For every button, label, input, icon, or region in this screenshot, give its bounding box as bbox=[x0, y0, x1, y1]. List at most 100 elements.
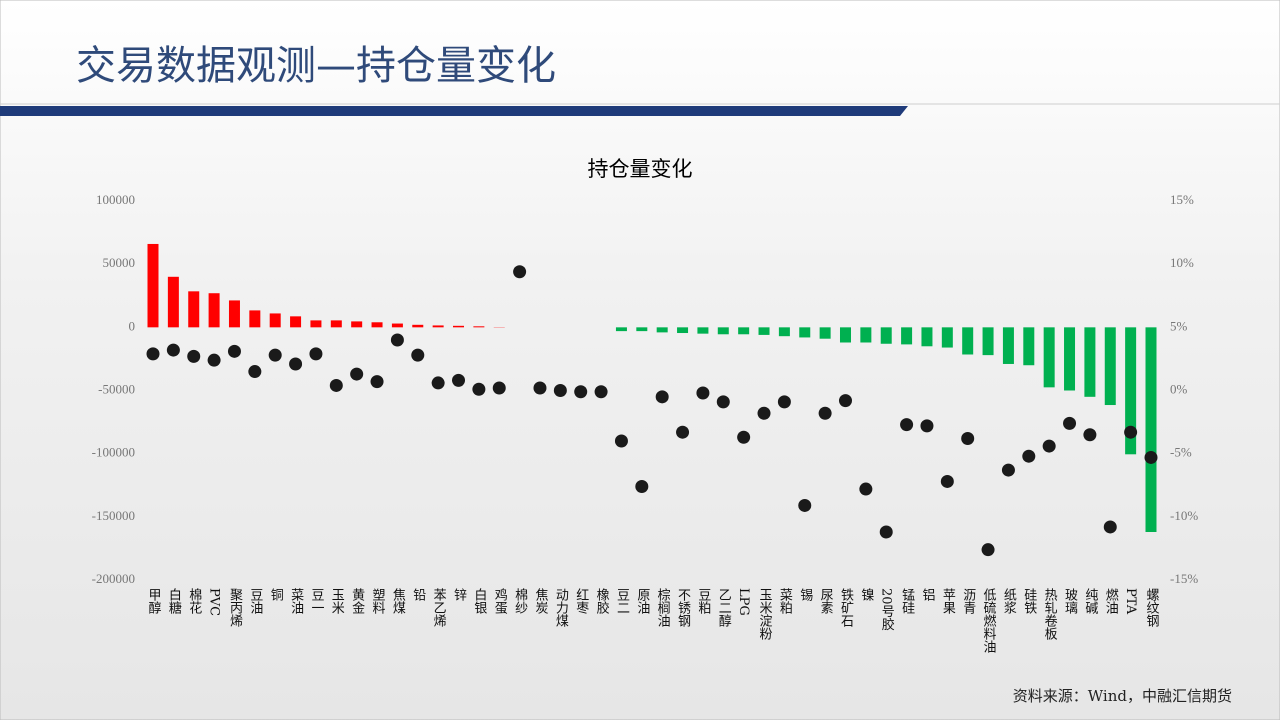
bar bbox=[799, 327, 811, 338]
bar bbox=[371, 322, 383, 328]
bar bbox=[228, 300, 240, 328]
scatter-point bbox=[207, 353, 221, 367]
x-tick-label: 螺纹钢 bbox=[1144, 588, 1160, 628]
x-tick-label: 黄金 bbox=[349, 588, 365, 614]
scatter-point bbox=[716, 395, 730, 409]
scatter-point bbox=[370, 375, 384, 389]
x-tick-label: 玉米 bbox=[329, 588, 345, 614]
bar bbox=[758, 327, 770, 335]
scatter-point bbox=[940, 474, 954, 488]
x-tick-label: LPG bbox=[736, 588, 751, 616]
x-tick-label: 乙二醇 bbox=[716, 588, 732, 627]
scatter-point bbox=[838, 394, 852, 408]
plot-area: 100000 50000 0 -50000 -100000 -150000 -200000 1… bbox=[92, 192, 1199, 653]
scatter-point bbox=[350, 367, 364, 381]
scatter-point bbox=[981, 543, 995, 557]
y2-tick-label: 10% bbox=[1170, 255, 1194, 270]
bar bbox=[697, 327, 709, 334]
scatter-point bbox=[472, 382, 486, 396]
x-tick-label: 豆一 bbox=[308, 588, 324, 614]
x-tick-label: 不锈钢 bbox=[675, 588, 691, 628]
x-tick-label: 铝 bbox=[919, 588, 935, 601]
scatter-point bbox=[1042, 439, 1056, 453]
bar bbox=[677, 327, 689, 334]
y-tick-label: 100000 bbox=[96, 192, 135, 207]
x-tick-label: 锰硅 bbox=[899, 588, 915, 614]
scatter-point bbox=[166, 343, 180, 357]
bar bbox=[351, 321, 363, 328]
scatter-point bbox=[390, 333, 404, 347]
y2-tick-label: -5% bbox=[1170, 445, 1192, 460]
x-tick-label: 玉米淀粉 bbox=[757, 588, 773, 640]
x-tick-label: 橡胶 bbox=[594, 588, 610, 615]
x-tick-label: 低硫燃料油 bbox=[981, 588, 997, 653]
scatter-point bbox=[757, 406, 771, 420]
header-bar bbox=[0, 106, 908, 116]
bar bbox=[1023, 327, 1035, 366]
bar bbox=[1125, 327, 1137, 455]
x-tick-label: 焦煤 bbox=[390, 588, 406, 614]
bar bbox=[921, 327, 933, 347]
x-tick-label: 白银 bbox=[471, 587, 487, 614]
bar bbox=[167, 276, 179, 328]
scatter-point bbox=[696, 386, 710, 400]
bar bbox=[1043, 327, 1055, 388]
x-tick-label: 硅铁 bbox=[1021, 588, 1037, 614]
scatter-point bbox=[900, 418, 914, 432]
x-tick-label: 苹果 bbox=[940, 588, 956, 614]
x-tick-label: 玻璃 bbox=[1062, 588, 1078, 614]
scatter-point bbox=[431, 376, 445, 390]
x-tick-label: 原油 bbox=[634, 588, 650, 614]
bar bbox=[269, 313, 281, 328]
scatter-point bbox=[1124, 425, 1138, 439]
x-tick-label: 棉纱 bbox=[512, 588, 528, 614]
scatter-point bbox=[411, 348, 425, 362]
y2-tick-label: -10% bbox=[1170, 508, 1198, 523]
scatter-point bbox=[1063, 416, 1077, 430]
bar bbox=[391, 323, 403, 328]
y-tick-label: -200000 bbox=[92, 571, 135, 586]
chart-title: 持仓量变化 bbox=[588, 157, 693, 181]
bar bbox=[473, 326, 485, 328]
bar bbox=[778, 327, 790, 337]
x-tick-label: 菜油 bbox=[288, 588, 304, 614]
slide-title: 交易数据观测—持仓量变化 bbox=[76, 43, 556, 89]
bar bbox=[310, 320, 322, 328]
bar bbox=[290, 316, 302, 328]
scatter-point bbox=[879, 525, 893, 539]
bar bbox=[208, 293, 220, 328]
x-tick-label: 焦炭 bbox=[532, 588, 548, 615]
source-note: 资料来源：Wind，中融汇信期货 bbox=[1013, 687, 1232, 705]
x-tick-label: 棉花 bbox=[186, 588, 202, 615]
x-tick-label: 铜 bbox=[268, 588, 284, 601]
x-tick-label: 豆油 bbox=[247, 588, 263, 614]
bar bbox=[147, 243, 159, 328]
bar bbox=[636, 327, 648, 332]
x-tick-label: 聚丙烯 bbox=[227, 588, 243, 627]
bar bbox=[453, 325, 465, 328]
x-tick-label: 红枣 bbox=[573, 587, 589, 614]
scatter-point bbox=[289, 357, 303, 371]
x-tick-label: 燃油 bbox=[1103, 587, 1119, 614]
bar bbox=[412, 324, 424, 328]
scatter-point bbox=[737, 430, 751, 444]
bar bbox=[656, 327, 668, 333]
x-tick-label: 纸浆 bbox=[1001, 588, 1017, 614]
bar bbox=[1064, 327, 1076, 391]
scatter-point bbox=[635, 480, 649, 494]
x-tick-label: PVC bbox=[207, 588, 222, 616]
x-tick-label: 铅 bbox=[410, 588, 426, 601]
scatter-point bbox=[513, 265, 527, 279]
scatter-point bbox=[777, 395, 791, 409]
scatter-point bbox=[859, 482, 873, 496]
y2-tick-label: 0% bbox=[1170, 381, 1188, 396]
x-tick-label: 白糖 bbox=[166, 587, 182, 615]
bar bbox=[839, 327, 851, 343]
scatter-point bbox=[1022, 449, 1036, 463]
scatter-point bbox=[553, 384, 567, 397]
scatter-point bbox=[309, 347, 323, 361]
x-tick-label: 热轧卷板 bbox=[1042, 588, 1058, 641]
scatter-point bbox=[1103, 520, 1117, 534]
x-tick-label: 甲醇 bbox=[146, 588, 162, 614]
